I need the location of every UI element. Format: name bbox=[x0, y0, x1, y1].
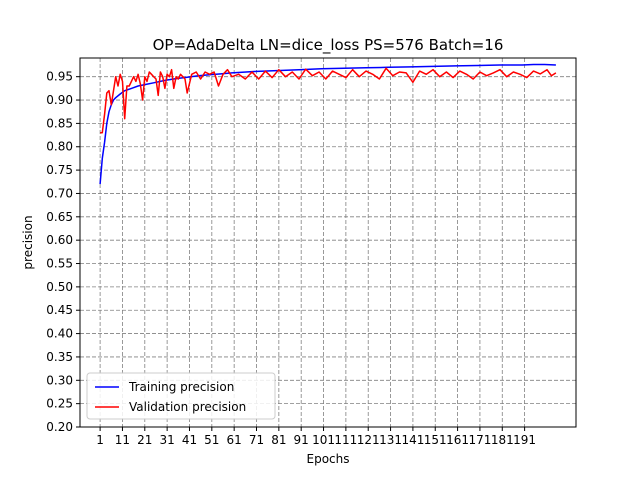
x-tick-label: 1 bbox=[96, 433, 104, 447]
series-line-2 bbox=[100, 67, 557, 134]
y-tick-label: 0.80 bbox=[46, 140, 73, 154]
y-tick-label: 0.50 bbox=[46, 280, 73, 294]
y-tick-label: 0.20 bbox=[46, 420, 73, 434]
y-tick-label: 0.60 bbox=[46, 233, 73, 247]
legend-label-1: Training precision bbox=[128, 380, 234, 394]
x-tick-label: 11 bbox=[115, 433, 130, 447]
x-tick-label: 81 bbox=[271, 433, 286, 447]
x-tick-label: 111 bbox=[334, 433, 357, 447]
y-tick-label: 0.90 bbox=[46, 93, 73, 107]
y-tick-label: 0.40 bbox=[46, 327, 73, 341]
y-tick-label: 0.25 bbox=[46, 397, 73, 411]
x-tick-label: 191 bbox=[513, 433, 536, 447]
chart-title: OP=AdaDelta LN=dice_loss PS=576 Batch=16 bbox=[153, 36, 504, 55]
x-tick-label: 41 bbox=[182, 433, 197, 447]
x-tick-label: 171 bbox=[468, 433, 491, 447]
x-tick-label: 151 bbox=[424, 433, 447, 447]
y-tick-label: 0.70 bbox=[46, 186, 73, 200]
y-tick-label: 0.65 bbox=[46, 210, 73, 224]
y-tick-label: 0.55 bbox=[46, 257, 73, 271]
x-tick-label: 161 bbox=[446, 433, 469, 447]
y-tick-label: 0.35 bbox=[46, 350, 73, 364]
x-tick-label: 61 bbox=[227, 433, 242, 447]
x-tick-label: 131 bbox=[379, 433, 402, 447]
y-tick-label: 0.85 bbox=[46, 116, 73, 130]
x-tick-label: 91 bbox=[294, 433, 309, 447]
y-axis: 0.20 0.25 0.30 0.35 0.40 0.45 0.50 0.55 0.60 0.65… bbox=[46, 70, 80, 434]
x-axis-label: Epochs bbox=[307, 452, 350, 466]
series-layer bbox=[99, 63, 557, 185]
legend: Training precision Validation precision bbox=[86, 372, 276, 420]
x-tick-label: 101 bbox=[312, 433, 335, 447]
x-axis: 1 11 21 31 41 51 61 71 81 91 101 111 121 131 141 151 161… bbox=[96, 427, 536, 447]
y-tick-label: 0.75 bbox=[46, 163, 73, 177]
y-tick-label: 0.45 bbox=[46, 303, 73, 317]
x-tick-label: 71 bbox=[249, 433, 264, 447]
y-axis-label: precision bbox=[21, 215, 35, 269]
legend-box bbox=[86, 372, 276, 420]
x-tick-label: 181 bbox=[491, 433, 514, 447]
x-tick-label: 121 bbox=[357, 433, 380, 447]
y-tick-label: 0.30 bbox=[46, 373, 73, 387]
y-tick-label: 0.95 bbox=[46, 70, 73, 84]
plot-frame bbox=[79, 57, 577, 428]
x-tick-label: 51 bbox=[204, 433, 219, 447]
x-tick-label: 141 bbox=[401, 433, 424, 447]
legend-label-2: Validation precision bbox=[129, 400, 246, 414]
x-tick-label: 21 bbox=[137, 433, 152, 447]
x-tick-label: 31 bbox=[159, 433, 174, 447]
